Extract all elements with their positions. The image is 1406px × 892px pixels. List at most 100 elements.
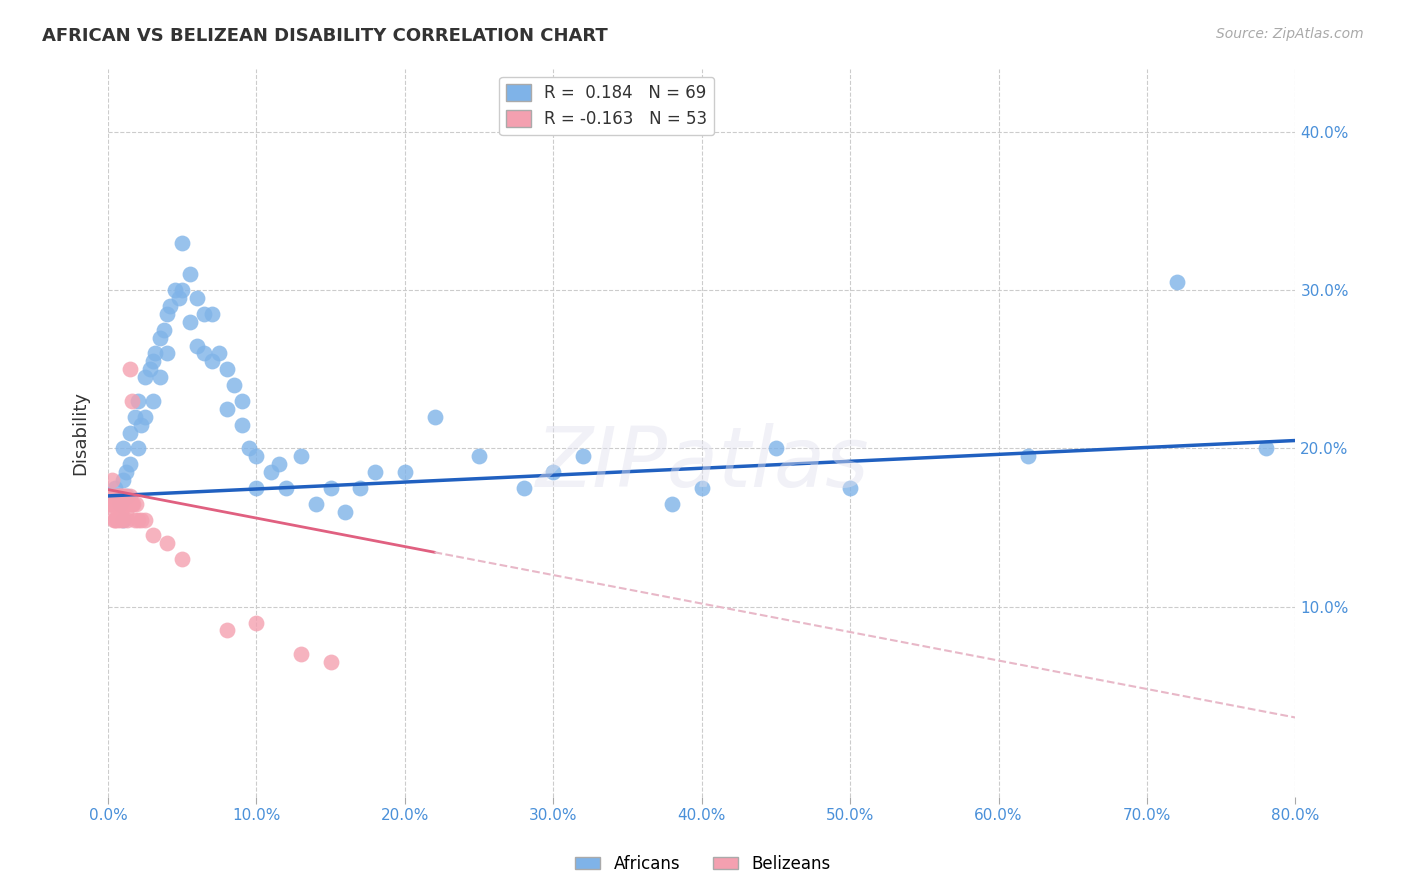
- Point: [103, 489, 125, 503]
- Point: [111, 513, 134, 527]
- Point: [186, 338, 208, 352]
- Point: [290, 647, 312, 661]
- Point: [423, 409, 446, 424]
- Point: [690, 481, 713, 495]
- Point: [156, 307, 179, 321]
- Point: [111, 489, 134, 503]
- Point: [117, 497, 139, 511]
- Point: [122, 497, 145, 511]
- Point: [1254, 442, 1277, 456]
- Point: [114, 465, 136, 479]
- Point: [245, 450, 267, 464]
- Point: [108, 489, 131, 503]
- Point: [104, 513, 127, 527]
- Point: [156, 346, 179, 360]
- Point: [124, 409, 146, 424]
- Point: [153, 323, 176, 337]
- Point: [107, 489, 129, 503]
- Point: [208, 346, 231, 360]
- Point: [121, 393, 143, 408]
- Point: [134, 409, 156, 424]
- Point: [110, 497, 132, 511]
- Point: [468, 450, 491, 464]
- Point: [125, 497, 148, 511]
- Point: [1017, 450, 1039, 464]
- Point: [141, 393, 163, 408]
- Point: [215, 401, 238, 416]
- Point: [105, 489, 128, 503]
- Point: [149, 330, 172, 344]
- Point: [231, 417, 253, 432]
- Point: [100, 497, 122, 511]
- Point: [661, 497, 683, 511]
- Text: ZIPatlas: ZIPatlas: [536, 424, 870, 504]
- Point: [101, 473, 124, 487]
- Point: [120, 362, 142, 376]
- Point: [231, 393, 253, 408]
- Point: [104, 489, 127, 503]
- Point: [107, 497, 129, 511]
- Point: [108, 513, 131, 527]
- Point: [349, 481, 371, 495]
- Point: [319, 481, 342, 495]
- Point: [141, 528, 163, 542]
- Point: [149, 370, 172, 384]
- Point: [111, 497, 134, 511]
- Point: [201, 307, 224, 321]
- Point: [512, 481, 534, 495]
- Point: [167, 291, 190, 305]
- Point: [138, 362, 160, 376]
- Point: [104, 497, 127, 511]
- Point: [124, 513, 146, 527]
- Point: [107, 489, 129, 503]
- Point: [118, 497, 141, 511]
- Point: [104, 481, 127, 495]
- Point: [201, 354, 224, 368]
- Point: [103, 513, 125, 527]
- Point: [121, 497, 143, 511]
- Point: [335, 505, 357, 519]
- Point: [839, 481, 862, 495]
- Point: [290, 450, 312, 464]
- Point: [765, 442, 787, 456]
- Point: [260, 465, 283, 479]
- Point: [127, 442, 149, 456]
- Y-axis label: Disability: Disability: [72, 391, 89, 475]
- Point: [134, 370, 156, 384]
- Point: [159, 299, 181, 313]
- Point: [111, 473, 134, 487]
- Legend: R =  0.184   N = 69, R = -0.163   N = 53: R = 0.184 N = 69, R = -0.163 N = 53: [499, 77, 714, 135]
- Point: [110, 505, 132, 519]
- Point: [114, 505, 136, 519]
- Text: AFRICAN VS BELIZEAN DISABILITY CORRELATION CHART: AFRICAN VS BELIZEAN DISABILITY CORRELATI…: [42, 27, 607, 45]
- Point: [179, 268, 201, 282]
- Point: [305, 497, 328, 511]
- Point: [186, 291, 208, 305]
- Point: [267, 457, 290, 471]
- Point: [134, 513, 156, 527]
- Point: [108, 497, 131, 511]
- Point: [111, 442, 134, 456]
- Point: [105, 497, 128, 511]
- Point: [100, 489, 122, 503]
- Point: [238, 442, 260, 456]
- Point: [172, 235, 194, 250]
- Point: [193, 307, 215, 321]
- Point: [394, 465, 416, 479]
- Point: [107, 505, 129, 519]
- Point: [179, 315, 201, 329]
- Point: [274, 481, 297, 495]
- Point: [172, 283, 194, 297]
- Point: [101, 497, 124, 511]
- Point: [108, 497, 131, 511]
- Point: [120, 425, 142, 440]
- Point: [319, 655, 342, 669]
- Point: [215, 624, 238, 638]
- Point: [543, 465, 565, 479]
- Point: [245, 615, 267, 630]
- Point: [1166, 275, 1188, 289]
- Point: [224, 378, 246, 392]
- Point: [117, 489, 139, 503]
- Point: [103, 497, 125, 511]
- Point: [105, 513, 128, 527]
